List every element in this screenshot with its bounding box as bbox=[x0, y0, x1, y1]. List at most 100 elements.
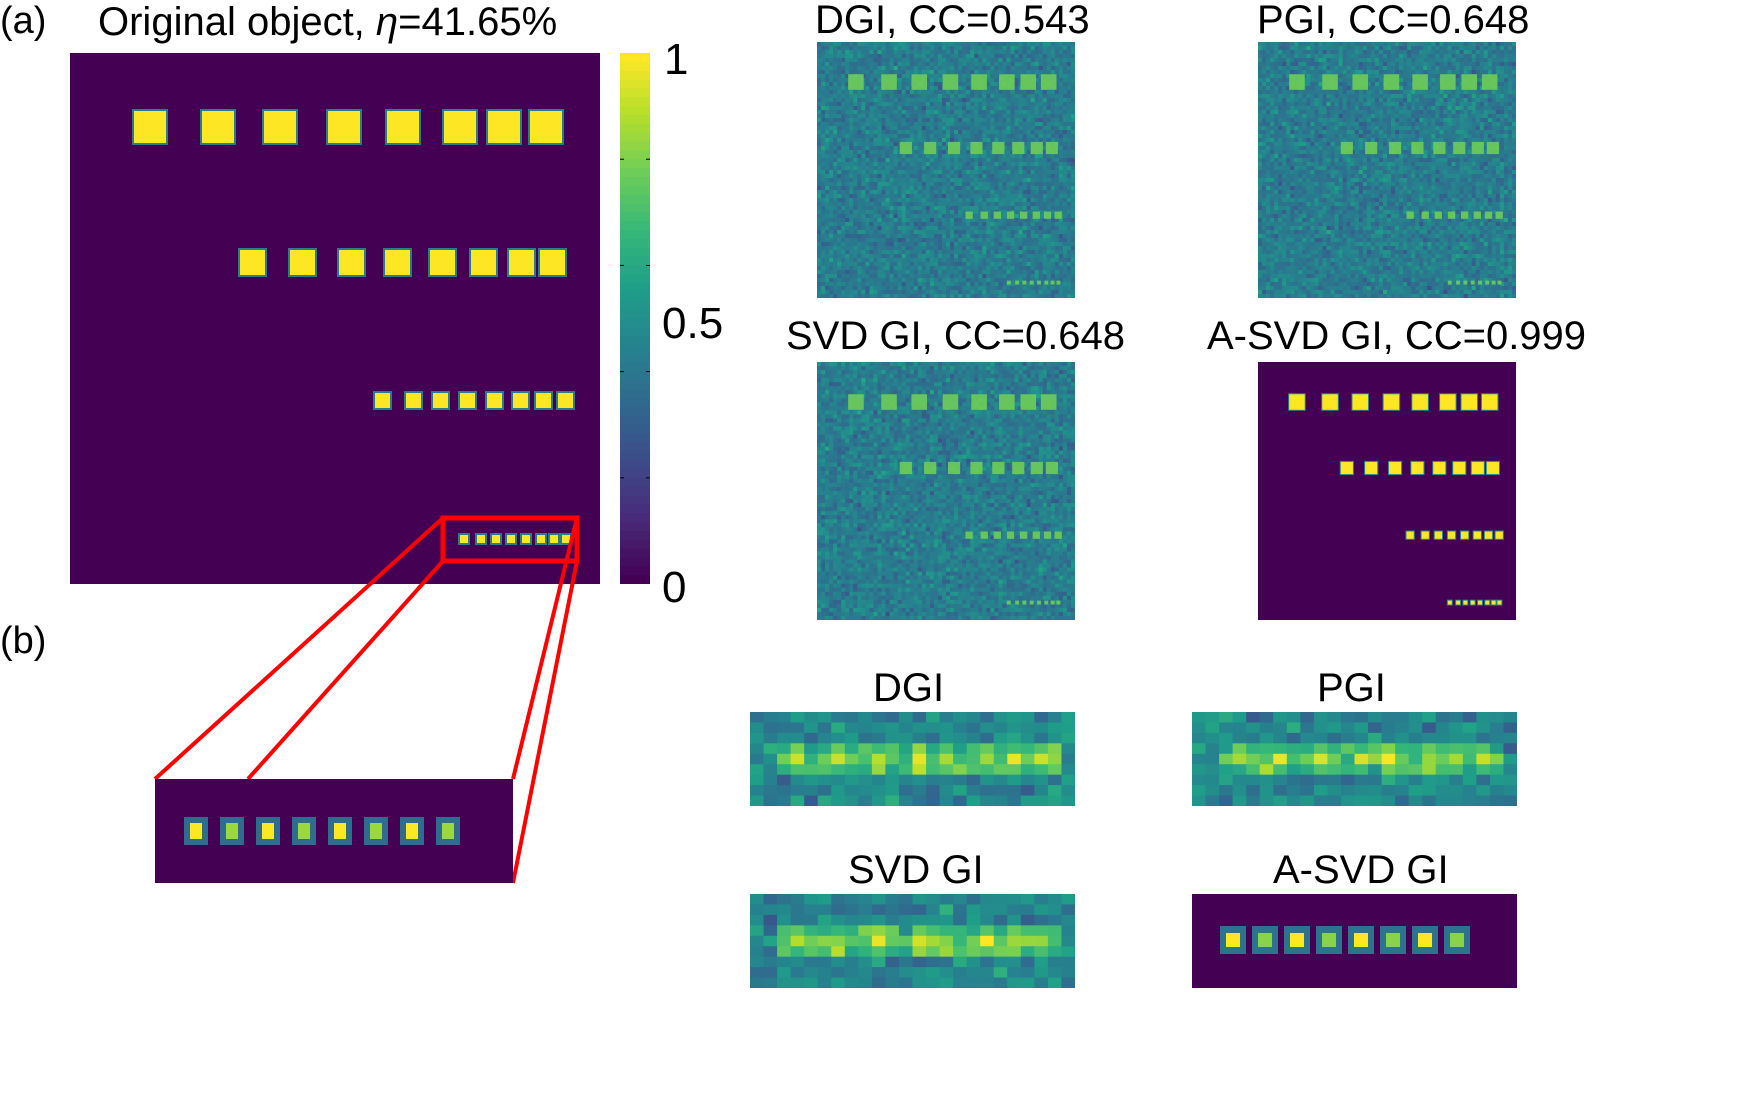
noise-pixel bbox=[1006, 222, 1011, 227]
noise-pixel bbox=[978, 258, 983, 263]
noise-pixel bbox=[849, 46, 854, 51]
noise-pixel bbox=[998, 42, 1003, 47]
noise-pixel bbox=[921, 274, 927, 279]
noise-pixel bbox=[897, 134, 903, 139]
noise-pixel bbox=[869, 146, 874, 151]
noise-pixel bbox=[889, 170, 894, 175]
noise-pixel bbox=[937, 62, 943, 67]
noise-pixel bbox=[1387, 50, 1392, 55]
noise-pixel bbox=[857, 126, 862, 131]
noise-pixel bbox=[869, 254, 874, 259]
noise-pixel bbox=[905, 214, 911, 219]
noise-pixel bbox=[978, 58, 983, 63]
noise-pixel bbox=[857, 138, 862, 143]
noise-pixel bbox=[1006, 126, 1011, 131]
noise-pixel bbox=[833, 130, 838, 135]
noise-pixel bbox=[1286, 74, 1291, 79]
noise-pixel bbox=[861, 50, 866, 55]
noise-pixel bbox=[929, 126, 935, 131]
noise-pixel bbox=[1391, 54, 1396, 59]
noise-pixel bbox=[970, 126, 975, 131]
noise-pixel bbox=[1286, 46, 1291, 51]
noise-pixel bbox=[1010, 166, 1015, 171]
noise-pixel bbox=[954, 274, 959, 279]
noise-pixel bbox=[893, 70, 899, 75]
noise-pixel bbox=[966, 94, 971, 99]
noise-pixel bbox=[825, 190, 830, 195]
noise-pixel bbox=[853, 54, 858, 59]
noise-pixel bbox=[937, 58, 943, 63]
noise-pixel bbox=[897, 266, 903, 271]
noise-pixel bbox=[1266, 70, 1271, 75]
noise-pixel bbox=[825, 278, 830, 283]
noise-pixel bbox=[833, 54, 838, 59]
noise-pixel bbox=[1034, 110, 1040, 115]
noise-pixel bbox=[921, 166, 927, 171]
noise-pixel bbox=[1022, 234, 1028, 239]
noise-pixel bbox=[1026, 294, 1032, 298]
noise-pixel bbox=[958, 238, 963, 243]
noise-pixel bbox=[817, 242, 822, 247]
noise-pixel bbox=[909, 234, 915, 239]
noise-pixel bbox=[1030, 266, 1036, 271]
noise-pixel bbox=[897, 286, 903, 291]
noise-pixel bbox=[857, 230, 862, 235]
square-target bbox=[460, 393, 475, 408]
noise-pixel bbox=[1034, 234, 1040, 239]
noise-pixel bbox=[1018, 250, 1023, 255]
noise-pixel bbox=[881, 286, 886, 291]
noise-pixel bbox=[865, 146, 870, 151]
noise-pixel bbox=[929, 170, 935, 175]
recon-square bbox=[1050, 280, 1055, 285]
noise-pixel bbox=[897, 218, 903, 223]
noise-pixel bbox=[1006, 98, 1011, 103]
noise-pixel bbox=[950, 126, 955, 131]
noise-pixel bbox=[933, 70, 939, 75]
noise-pixel bbox=[861, 54, 866, 59]
square-target bbox=[562, 535, 570, 543]
noise-pixel bbox=[1018, 62, 1023, 67]
noise-pixel bbox=[1030, 118, 1036, 123]
noise-pixel bbox=[966, 70, 971, 75]
noise-pixel bbox=[966, 230, 971, 235]
noise-pixel bbox=[841, 178, 846, 183]
noise-pixel bbox=[937, 182, 943, 187]
noise-pixel bbox=[958, 278, 963, 283]
noise-pixel bbox=[893, 58, 899, 63]
noise-pixel bbox=[913, 134, 919, 139]
noise-pixel bbox=[1030, 174, 1036, 179]
noise-pixel bbox=[1366, 82, 1372, 87]
noise-pixel bbox=[998, 174, 1003, 179]
noise-pixel bbox=[962, 66, 967, 71]
noise-pixel bbox=[929, 222, 935, 227]
noise-pixel bbox=[941, 234, 947, 239]
noise-pixel bbox=[905, 218, 911, 223]
noise-pixel bbox=[1342, 66, 1348, 71]
noise-pixel bbox=[909, 106, 915, 111]
noise-pixel bbox=[1338, 42, 1344, 47]
noise-pixel bbox=[909, 174, 915, 179]
noise-pixel bbox=[978, 234, 983, 239]
noise-pixel bbox=[1419, 54, 1424, 59]
noise-pixel bbox=[954, 282, 959, 287]
noise-pixel bbox=[970, 122, 975, 127]
noise-pixel bbox=[857, 66, 862, 71]
noise-pixel bbox=[845, 226, 850, 231]
noise-pixel bbox=[1066, 238, 1072, 243]
noise-pixel bbox=[1030, 194, 1036, 199]
noise-pixel bbox=[1346, 62, 1352, 67]
noise-pixel bbox=[1358, 46, 1364, 51]
noise-pixel bbox=[861, 242, 866, 247]
noise-pixel bbox=[825, 186, 830, 191]
noise-pixel bbox=[921, 254, 927, 259]
noise-pixel bbox=[885, 46, 890, 51]
noise-pixel bbox=[1030, 290, 1036, 295]
noise-pixel bbox=[1010, 70, 1015, 75]
noise-pixel bbox=[1006, 274, 1011, 279]
noise-pixel bbox=[1006, 170, 1011, 175]
noise-pixel bbox=[1066, 46, 1072, 51]
noise-pixel bbox=[893, 190, 899, 195]
noise-pixel bbox=[941, 262, 947, 267]
noise-pixel bbox=[941, 258, 947, 263]
noise-pixel bbox=[897, 106, 903, 111]
